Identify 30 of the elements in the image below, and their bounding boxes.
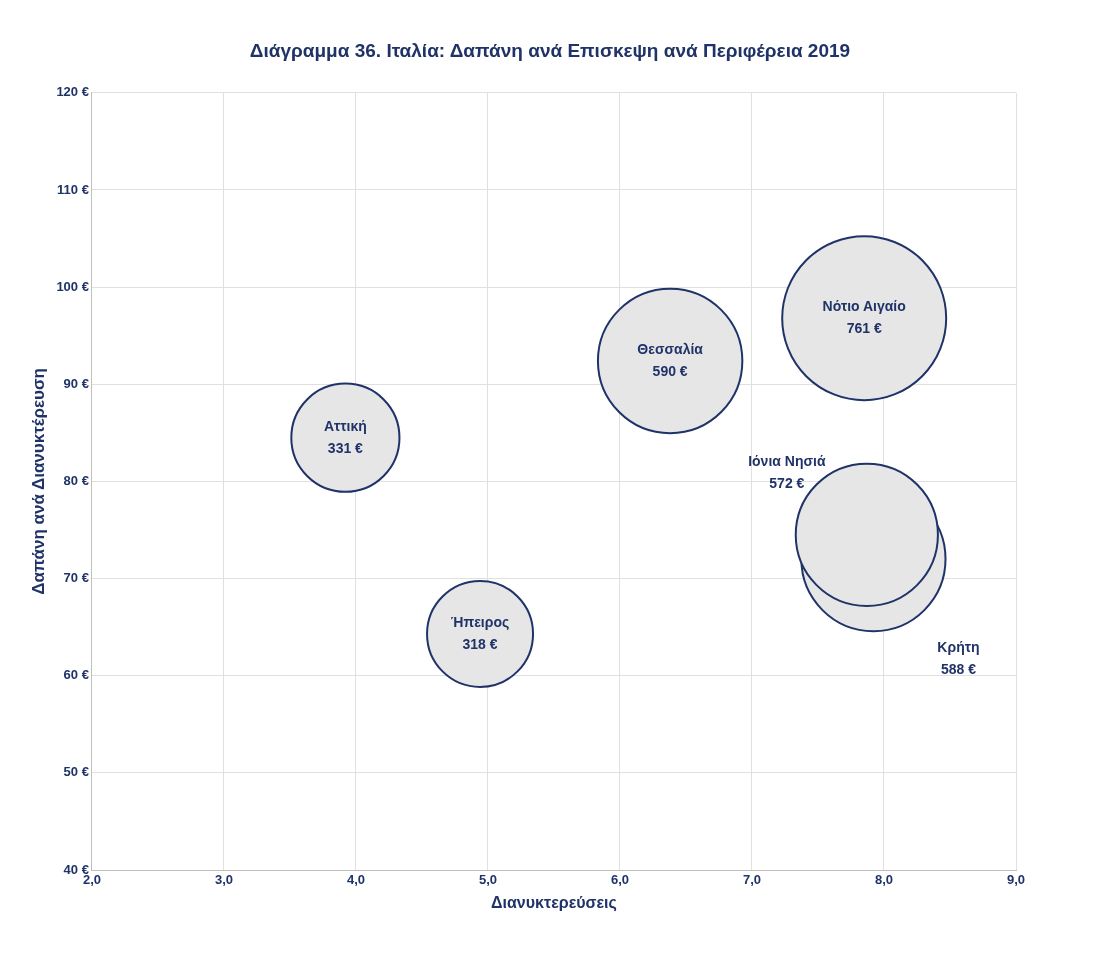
x-tick-label: 5,0 [478,872,497,888]
data-label: 331 € [327,439,364,456]
y-axis-title: Δαπάνη ανά Διανυκτέρευση [28,368,48,595]
y-tick-label: 100 € [56,278,89,294]
data-label: 588 € [940,660,977,677]
x-tick-label: 9,0 [1006,872,1026,888]
x-tick-label: 4,0 [346,872,365,888]
series-label: Θεσσαλία [637,340,704,357]
data-label: 318 € [462,635,498,652]
text: Κρήτη [937,638,980,655]
x-tick-label: 6,0 [610,872,630,888]
data-label: 761 € [846,320,882,337]
y-tick-label: 50 € [63,764,89,780]
x-tick-label: 3,0 [214,872,233,888]
data-label: 572 € [769,474,805,491]
y-tick-label: 90 € [63,375,89,391]
y-tick-label: 120 € [56,84,89,100]
series-label: Αττική [323,417,367,434]
y-tick-label: 80 € [63,472,89,488]
x-tick-label: 8,0 [874,872,894,888]
data-label: 590 € [652,362,688,379]
x-tick-label: 7,0 [742,872,762,888]
series-label: Ιόνια Νησιά [748,452,826,469]
series-label: Ήπειρος [450,613,510,630]
series-label: Νότιο Αιγαίο [822,298,906,315]
y-tick-label: 60 € [63,667,89,683]
y-tick-label: 70 € [63,570,89,586]
chart-title: Διάγραμμα 36. Ιταλία: Δαπάνη ανά Επισκεψη ανά Περιφέρεια 2019 [249,39,851,61]
y-tick-label: 110 € [57,181,89,197]
x-axis-title: Διανυκτερεύσεις [491,893,617,912]
